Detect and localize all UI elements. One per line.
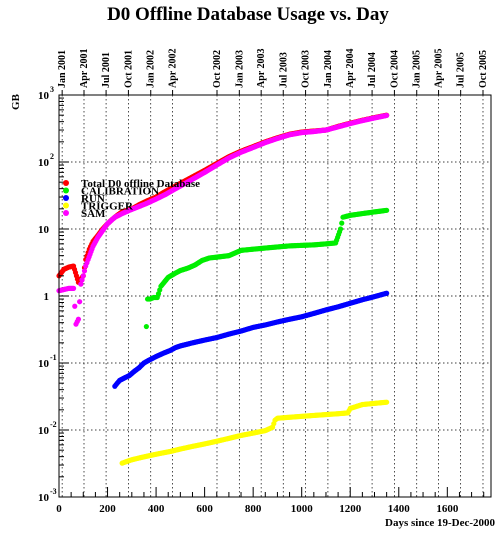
top-axis-tick-label: Apr 2003 bbox=[256, 48, 267, 88]
top-axis-tick-label: Jul 2003 bbox=[278, 52, 289, 88]
data-point bbox=[70, 285, 77, 291]
legend-label: TRIGGER bbox=[81, 201, 134, 213]
data-point bbox=[384, 399, 390, 405]
top-axis-tick-label: Jul 2004 bbox=[367, 52, 378, 88]
legend-marker bbox=[63, 210, 69, 216]
y-axis-tick-label: 10 bbox=[38, 224, 50, 236]
y-axis-tick-label: 10 bbox=[38, 157, 50, 169]
y-axis-tick-label: 1 bbox=[44, 291, 50, 303]
y-axis-tick-exponent: 3 bbox=[50, 85, 54, 94]
y-axis-tick-label: 10 bbox=[38, 90, 50, 102]
series-sam bbox=[56, 112, 390, 327]
data-point bbox=[80, 273, 86, 279]
data-point bbox=[384, 290, 390, 296]
data-point bbox=[72, 303, 78, 309]
x-axis-tick-label: 1600 bbox=[436, 503, 459, 515]
legend-marker bbox=[63, 180, 69, 186]
top-axis-tick-label: Apr 2001 bbox=[79, 48, 90, 88]
x-axis-tick-label: 400 bbox=[148, 503, 165, 515]
x-axis-label: Days since 19-Dec-2000 bbox=[385, 517, 495, 529]
data-point bbox=[78, 281, 84, 287]
x-axis-tick-label: 600 bbox=[196, 503, 213, 515]
series-calibration bbox=[143, 207, 390, 330]
data-point bbox=[81, 268, 88, 274]
top-axis-tick-label: Jan 2005 bbox=[412, 50, 423, 88]
top-axis-tick-label: Oct 2005 bbox=[478, 50, 489, 88]
y-axis-tick-exponent: -1 bbox=[50, 353, 57, 362]
legend-label: Total D0 offline Database bbox=[81, 178, 200, 190]
series-run bbox=[112, 290, 390, 389]
data-point bbox=[79, 277, 85, 283]
legend-label: CALIBRATION bbox=[81, 186, 159, 198]
top-axis-tick-label: Apr 2005 bbox=[434, 48, 445, 88]
x-axis-tick-label: 0 bbox=[56, 503, 62, 515]
top-axis-tick-label: Oct 2003 bbox=[301, 50, 312, 88]
y-axis-tick-label: 10 bbox=[38, 425, 50, 437]
data-point bbox=[143, 323, 149, 330]
top-axis-tick-label: Oct 2004 bbox=[389, 50, 400, 88]
data-point bbox=[339, 220, 345, 226]
top-axis-tick-label: Apr 2004 bbox=[345, 48, 356, 88]
y-axis-label: GB bbox=[10, 93, 22, 110]
grid bbox=[59, 94, 491, 498]
top-axis-tick-label: Oct 2001 bbox=[123, 50, 134, 88]
data-point bbox=[77, 299, 83, 305]
legend-marker bbox=[63, 195, 69, 201]
top-axis-tick-label: Oct 2002 bbox=[212, 50, 223, 88]
legend-marker bbox=[63, 187, 69, 194]
legend-label: SAM bbox=[81, 208, 106, 220]
series-points bbox=[56, 112, 390, 466]
top-axis-tick-label: Jan 2004 bbox=[323, 50, 334, 88]
data-point bbox=[337, 226, 344, 232]
x-axis-tick-label: 1200 bbox=[339, 503, 362, 515]
top-axis-tick-label: Jan 2002 bbox=[146, 50, 157, 88]
y-axis-tick-label: 10 bbox=[38, 492, 50, 504]
axes: Jan 2001 Apr 2001 Jul 2001 Oct 2001 Jan 2002… bbox=[38, 48, 489, 515]
top-axis-tick-label: Jan 2001 bbox=[57, 50, 68, 88]
y-axis-tick-exponent: -2 bbox=[50, 420, 57, 429]
legend-label: RUN bbox=[81, 193, 105, 205]
data-point bbox=[384, 207, 390, 213]
y-axis-tick-exponent: 2 bbox=[50, 152, 54, 161]
series-trigger bbox=[119, 399, 390, 466]
y-axis-tick-exponent: -3 bbox=[50, 487, 57, 496]
data-point bbox=[384, 112, 390, 119]
chart-title: D0 Offline Database Usage vs. Day bbox=[107, 4, 389, 25]
top-axis-tick-label: Apr 2002 bbox=[168, 48, 179, 88]
legend: Total D0 offline DatabaseCALIBRATIONRUNT… bbox=[63, 178, 200, 220]
x-axis-tick-label: 1000 bbox=[291, 503, 314, 515]
top-axis-tick-label: Jan 2003 bbox=[234, 50, 245, 88]
x-axis-tick-label: 1400 bbox=[388, 503, 411, 515]
x-axis-tick-label: 800 bbox=[245, 503, 262, 515]
data-point bbox=[75, 316, 82, 322]
y-axis-tick-label: 10 bbox=[38, 358, 50, 370]
top-axis-tick-label: Jul 2005 bbox=[456, 52, 467, 88]
top-axis-tick-label: Jul 2001 bbox=[101, 52, 112, 88]
x-axis-tick-label: 200 bbox=[99, 503, 116, 515]
legend-marker bbox=[63, 202, 69, 209]
